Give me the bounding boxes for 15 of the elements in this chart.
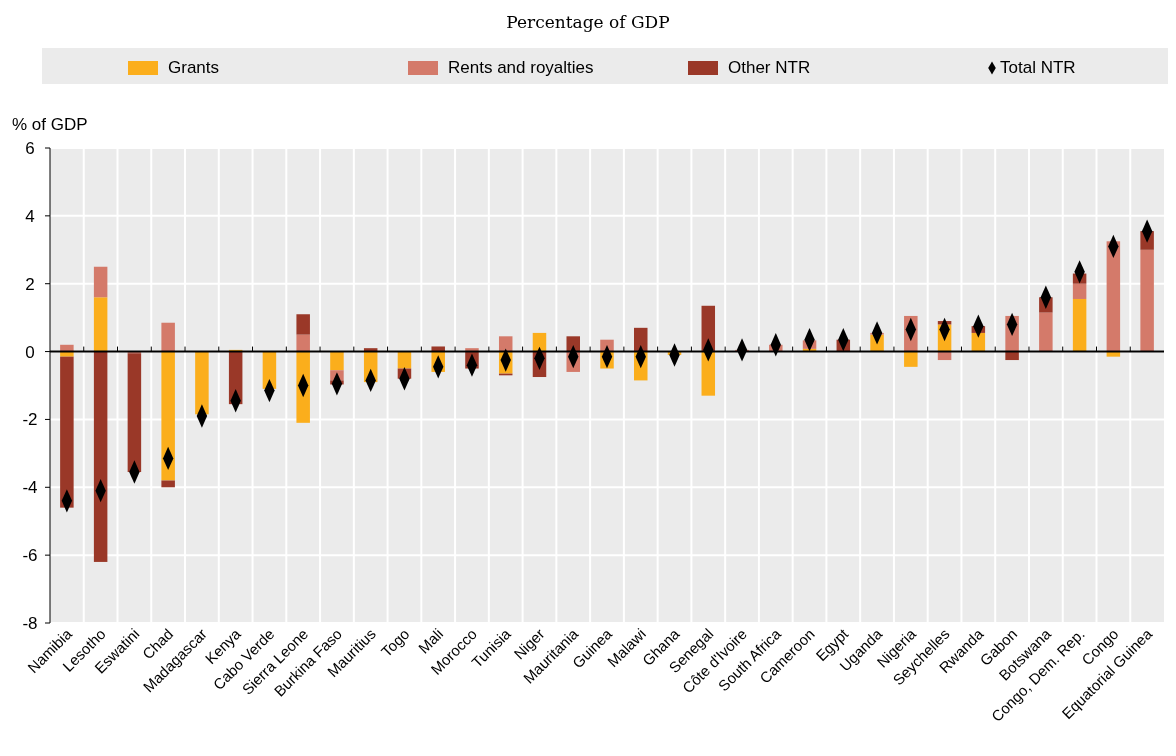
y-tick-label: -4 (22, 478, 38, 498)
legend-label: Other NTR (728, 58, 811, 77)
y-tick-label: 0 (25, 342, 35, 362)
x-tick-label: Togo (377, 625, 413, 661)
y-tick-label: -6 (22, 546, 38, 566)
y-tick-label: 6 (25, 139, 35, 158)
y-tick-label: -2 (22, 410, 38, 430)
chart-subtitle: Percentage of GDP (506, 12, 670, 32)
y-tick-label: 2 (25, 274, 35, 294)
y-tick-label: 4 (25, 206, 35, 226)
y-axis-title: % of GDP (12, 115, 88, 134)
legend-label: Total NTR (1000, 58, 1076, 77)
legend-label: Grants (168, 58, 220, 77)
y-tick-label: -8 (22, 614, 38, 633)
legend-label: Rents and royalties (448, 58, 594, 77)
